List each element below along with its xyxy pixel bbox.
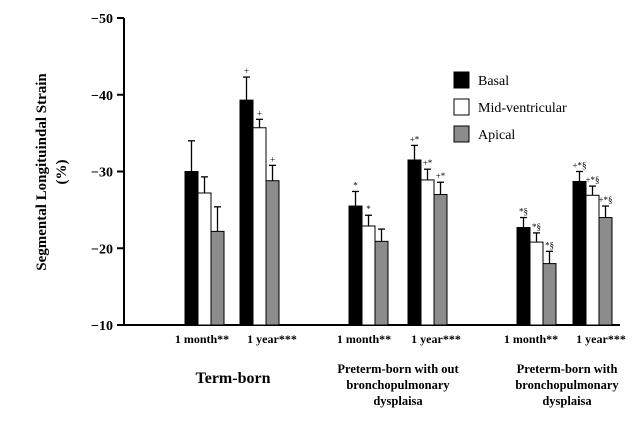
significance-marker: +*§ bbox=[585, 175, 599, 185]
significance-marker: + bbox=[244, 66, 249, 76]
bar-mid-ventricular-1 bbox=[252, 127, 267, 326]
significance-marker: + bbox=[257, 108, 262, 118]
bar-apical-0 bbox=[210, 230, 225, 326]
legend-label: Basal bbox=[478, 74, 509, 89]
category-label: 1 month** bbox=[337, 332, 391, 346]
y-axis-ticks: −10 −20 −30 −40 −50 bbox=[91, 12, 124, 334]
group-label: Preterm-born with out bbox=[337, 362, 459, 376]
significance-marker: * bbox=[353, 180, 358, 190]
category-label: 1 year*** bbox=[247, 332, 297, 346]
significance-marker: +* bbox=[436, 171, 446, 181]
category-label: 1 year*** bbox=[576, 332, 626, 346]
legend-label: Mid-ventricular bbox=[478, 101, 567, 116]
bar-basal-0 bbox=[184, 171, 199, 326]
bar-mid-ventricular-5 bbox=[585, 194, 600, 326]
bar-apical-3 bbox=[433, 194, 448, 326]
legend-label: Apical bbox=[478, 128, 515, 143]
group-label: dysplaisa bbox=[373, 394, 423, 408]
y-tick-label: −10 bbox=[91, 319, 113, 334]
category-label: 1 year*** bbox=[411, 332, 461, 346]
category-label: 1 month** bbox=[175, 332, 229, 346]
significance-marker: +* bbox=[410, 134, 420, 144]
bar-basal-3 bbox=[407, 159, 422, 326]
group-label: Preterm-born with bbox=[517, 362, 618, 376]
y-tick-label: −30 bbox=[91, 166, 113, 181]
bars: +++**+*+*+**§*§*§+*§+*§+*§ bbox=[184, 66, 613, 326]
group-label: bronchopulmonary bbox=[346, 378, 450, 392]
bar-basal-5 bbox=[572, 180, 587, 326]
bar-basal-1 bbox=[239, 99, 254, 326]
bar-apical-2 bbox=[374, 240, 389, 326]
category-labels: 1 month** 1 year*** 1 month** 1 year*** 1 mo… bbox=[175, 332, 626, 346]
significance-marker: *§ bbox=[532, 222, 541, 232]
significance-marker: + bbox=[270, 154, 275, 164]
significance-marker: *§ bbox=[519, 207, 528, 217]
significance-marker: +*§ bbox=[598, 195, 612, 205]
bar-mid-ventricular-2 bbox=[361, 225, 376, 326]
significance-marker: +* bbox=[423, 158, 433, 168]
y-axis-label-line-1: Segmental Longituindal Strain bbox=[34, 73, 50, 271]
bar-basal-4 bbox=[516, 227, 531, 326]
y-tick-label: −50 bbox=[91, 12, 113, 27]
legend-swatch bbox=[453, 98, 470, 116]
significance-marker: * bbox=[366, 204, 371, 214]
group-label: dysplaisa bbox=[542, 394, 592, 408]
bar-mid-ventricular-4 bbox=[529, 241, 544, 326]
y-tick-label: −20 bbox=[91, 242, 113, 257]
bar-apical-1 bbox=[265, 180, 280, 326]
bar-apical-5 bbox=[598, 217, 613, 326]
y-tick-label: −40 bbox=[91, 89, 113, 104]
significance-marker: *§ bbox=[545, 240, 554, 250]
bar-mid-ventricular-0 bbox=[197, 192, 212, 326]
bar-basal-2 bbox=[348, 205, 363, 326]
bar-apical-4 bbox=[542, 263, 557, 326]
group-label: bronchopulmonary bbox=[515, 378, 619, 392]
group-labels: Term-born Preterm-born with out bronchopul… bbox=[196, 362, 620, 408]
legend: Basal Mid-ventricular Apical bbox=[453, 71, 567, 143]
bar-mid-ventricular-3 bbox=[420, 179, 435, 326]
legend-swatch bbox=[453, 71, 470, 89]
group-label: Term-born bbox=[196, 370, 271, 387]
significance-marker: +*§ bbox=[572, 161, 586, 171]
legend-swatch bbox=[453, 125, 470, 143]
y-axis-label: Segmental Longituindal Strain (%) bbox=[34, 73, 70, 271]
y-axis-label-line-2: (%) bbox=[54, 160, 70, 185]
category-label: 1 month** bbox=[504, 332, 558, 346]
